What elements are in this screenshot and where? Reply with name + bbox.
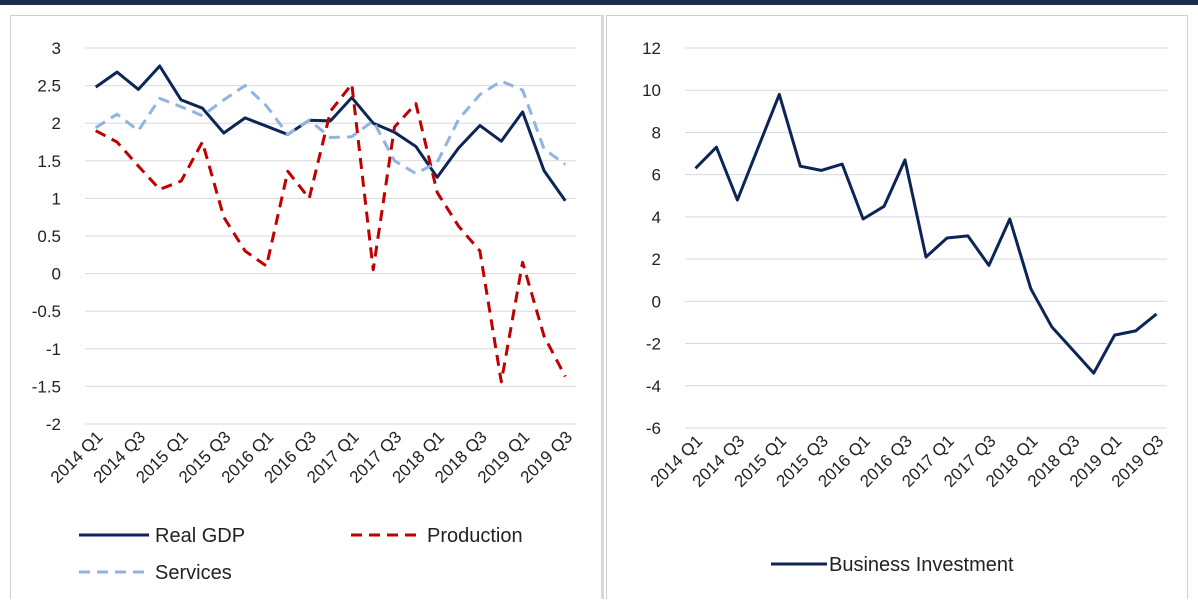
y-tick-label: 0 (52, 265, 61, 284)
legend-label: Real GDP (155, 525, 245, 547)
y-tick-label: -1.5 (32, 377, 61, 396)
series-line-real-gdp (94, 64, 567, 202)
y-tick-label: 3 (52, 39, 61, 58)
y-tick-label: -1 (46, 340, 61, 359)
y-tick-label: -4 (646, 377, 661, 396)
legend-label: Business Investment (829, 554, 1014, 576)
y-tick-label: 12 (642, 39, 661, 58)
legend-label: Production (427, 525, 523, 547)
y-tick-label: -2 (646, 335, 661, 354)
y-tick-label: 2 (652, 250, 661, 269)
top-border (0, 0, 1198, 5)
legend-label: Services (155, 562, 232, 584)
chart-panel-left: 3 2.5 2 1.5 1 0.5 0 -0.5 -1 -1.5 -2 2014 Q1 2014 Q3 2… (10, 15, 604, 599)
chart-panel-right: 12 10 8 6 4 2 0 -2 -4 -6 2014 Q1 2014 Q3 2015 Q1 2015… (606, 15, 1188, 599)
y-tick-label: 0 (652, 292, 661, 311)
y-tick-label: 4 (652, 208, 661, 227)
y-tick-label: 10 (642, 81, 661, 100)
y-tick-label: 1 (52, 189, 61, 208)
y-tick-label: 2 (52, 114, 61, 133)
y-tick-label: 1.5 (37, 152, 61, 171)
series-line-services (94, 79, 567, 176)
y-tick-label: 2.5 (37, 77, 61, 96)
y-tick-label: -2 (46, 415, 61, 434)
series-line-production (94, 82, 567, 384)
y-tick-label: -0.5 (32, 302, 61, 321)
series-line-business-investment (694, 92, 1158, 375)
y-tick-label: 8 (652, 123, 661, 142)
y-tick-label: 6 (652, 166, 661, 185)
y-tick-label: 0.5 (37, 227, 61, 246)
y-tick-label: -6 (646, 419, 661, 438)
